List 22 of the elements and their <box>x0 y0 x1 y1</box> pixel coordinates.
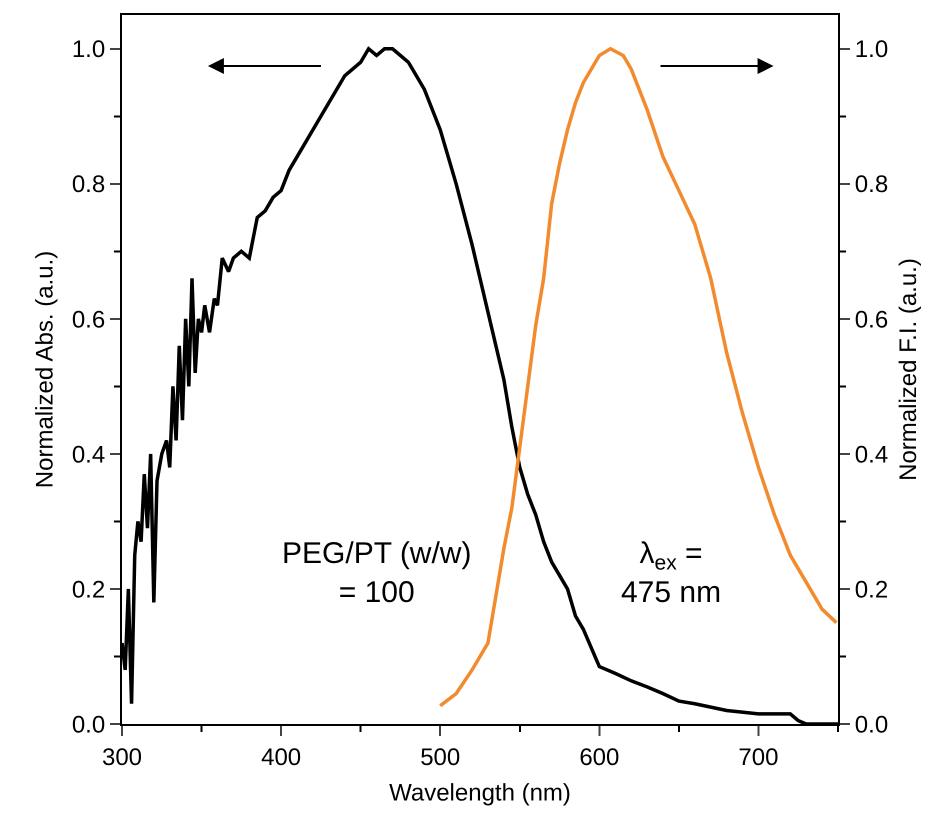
y2-tick-label: 0.8 <box>854 171 888 198</box>
annotation: PEG/PT (w/w) = 100 <box>282 537 472 609</box>
y2-tick-label: 0.6 <box>854 306 888 334</box>
y2-tick-label: 0.2 <box>854 576 888 604</box>
y2-tick-label: 0.4 <box>854 441 888 468</box>
x-tick-label: 400 <box>261 744 302 771</box>
x-tick-label: 600 <box>579 744 620 771</box>
x-axis-title: Wavelength (nm) <box>389 780 571 807</box>
x-tick-label: 700 <box>738 744 778 771</box>
y-axis-title: Normalized Abs. (a.u.) <box>31 250 58 488</box>
x-tick-label: 300 <box>102 744 142 771</box>
y2-tick-label: 1.0 <box>854 36 888 64</box>
y-tick-label: 0.8 <box>72 171 106 198</box>
y-tick-label: 0.4 <box>72 441 106 468</box>
y2-tick-label: 0.0 <box>854 711 888 738</box>
annotation: λ$_{ex}$ = 475 nm <box>621 537 722 609</box>
y-tick-label: 0.6 <box>72 306 106 334</box>
y-tick-label: 1.0 <box>72 36 106 64</box>
y-tick-label: 0.2 <box>72 576 106 604</box>
y2-axis-title: Normalized F.I. (a.u.) <box>894 258 922 481</box>
y-tick-label: 0.0 <box>72 711 106 738</box>
x-tick-label: 500 <box>420 744 460 771</box>
